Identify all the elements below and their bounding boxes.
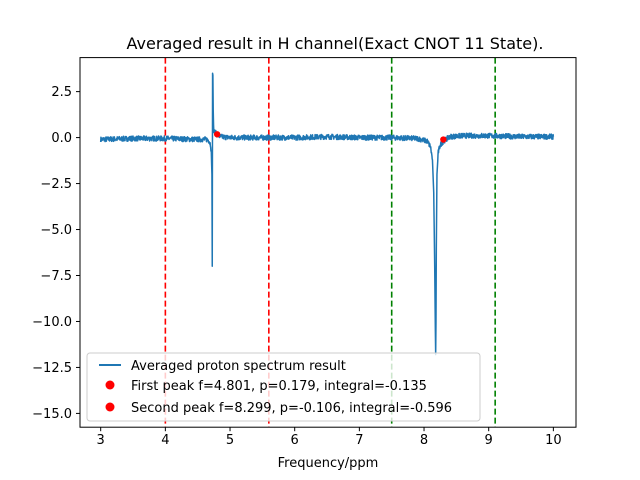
y-tick-label-7: −15.0 <box>32 407 72 422</box>
spectrum-series-line <box>99 72 555 356</box>
y-tick-label-0: 2.5 <box>51 85 72 100</box>
x-axis-ticks: 3 4 5 6 7 8 9 10 <box>97 427 562 448</box>
y-tick-label-3: −5.0 <box>40 223 72 238</box>
legend-second-peak-label: Second peak f=8.299, p=-0.106, integral=… <box>131 401 452 416</box>
series-layer <box>99 72 555 356</box>
y-tick-label-6: −12.5 <box>32 361 72 376</box>
legend-first-peak-marker <box>105 380 115 390</box>
peak-point-1 <box>440 136 447 143</box>
x-tick-label-1: 4 <box>161 433 169 448</box>
x-tick-label-4: 7 <box>355 433 363 448</box>
x-tick-label-0: 3 <box>97 433 105 448</box>
legend: Averaged proton spectrum result First pe… <box>86 352 481 422</box>
chart-title: Averaged result in H channel(Exact CNOT … <box>127 34 544 53</box>
y-tick-label-5: −10.0 <box>32 315 72 330</box>
y-tick-label-2: −2.5 <box>40 177 72 192</box>
x-tick-label-3: 6 <box>291 433 299 448</box>
x-tick-label-6: 9 <box>485 433 493 448</box>
y-tick-label-1: 0.0 <box>51 131 72 146</box>
x-tick-label-5: 8 <box>420 433 428 448</box>
plot-frame <box>79 57 577 428</box>
x-tick-label-2: 5 <box>226 433 234 448</box>
peak-point-0 <box>213 131 221 138</box>
legend-first-peak-label: First peak f=4.801, p=0.179, integral=-0… <box>131 379 427 394</box>
legend-second-peak-marker <box>105 402 115 412</box>
y-tick-label-4: −7.5 <box>40 269 72 284</box>
peak-markers <box>213 131 447 143</box>
legend-box <box>86 352 481 422</box>
x-axis-label: Frequency/ppm <box>278 456 379 471</box>
x-tick-label-7: 10 <box>545 433 562 448</box>
y-axis-ticks: 2.5 0.0 −2.5 −5.0 −7.5 −10.0 −12.5 −15.0 <box>32 85 80 422</box>
legend-series-label: Averaged proton spectrum result <box>131 359 346 374</box>
